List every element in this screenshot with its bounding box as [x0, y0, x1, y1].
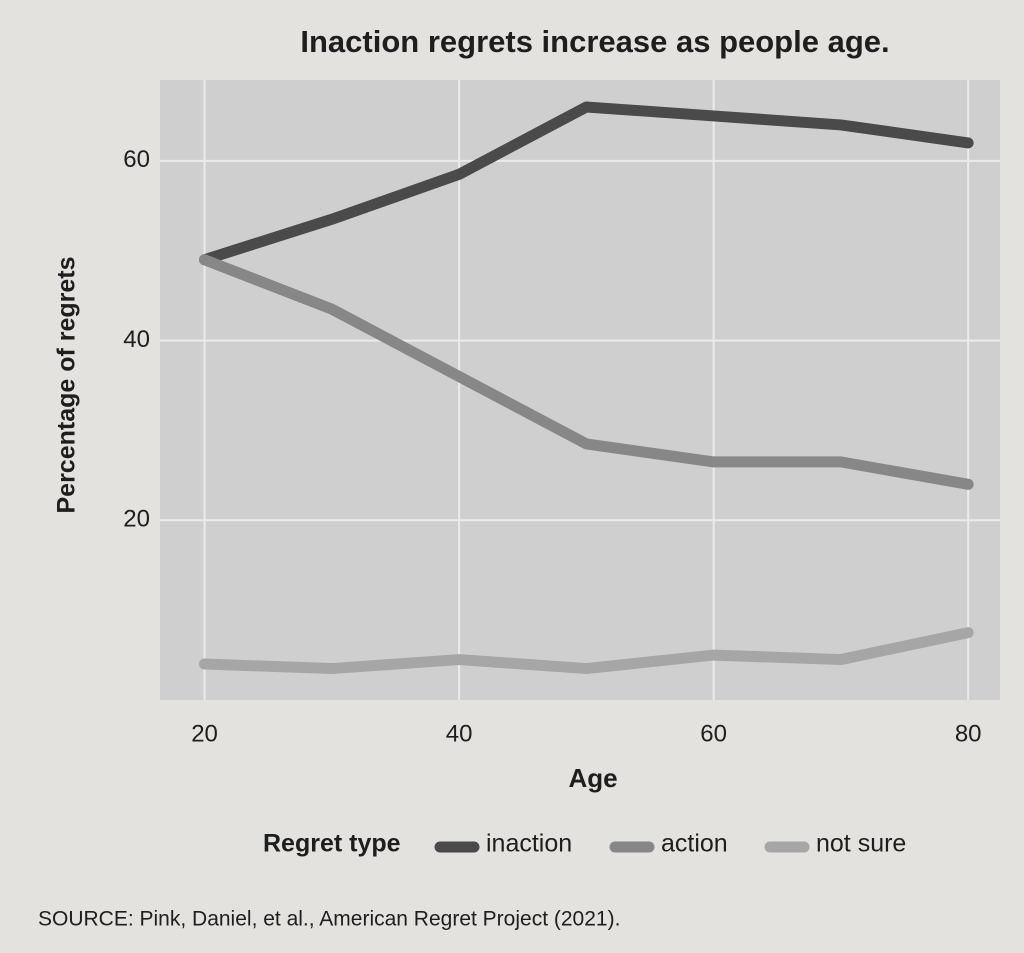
legend-label: inaction — [486, 830, 572, 858]
legend-title: Regret type — [263, 830, 401, 858]
y-axis-label: Percentage of regrets — [53, 256, 81, 513]
y-tick-label: 60 — [123, 146, 150, 173]
y-tick-label: 40 — [123, 326, 150, 353]
x-tick-label: 80 — [955, 720, 982, 747]
x-tick-label: 60 — [700, 720, 727, 747]
series-line — [199, 101, 974, 266]
chart-title: Inaction regrets increase as people age. — [300, 24, 889, 59]
x-tick-label: 20 — [191, 720, 218, 747]
series-line — [199, 254, 974, 490]
x-tick-label: 40 — [446, 720, 473, 747]
legend-label: not sure — [816, 830, 906, 858]
plot-panel — [160, 80, 1000, 700]
source: SOURCE: Pink, Daniel, et al., American R… — [38, 908, 620, 931]
y-tick-label: 20 — [123, 506, 150, 533]
x-axis-label: Age — [568, 763, 617, 793]
legend-label: action — [661, 830, 728, 858]
series-line — [199, 627, 974, 675]
